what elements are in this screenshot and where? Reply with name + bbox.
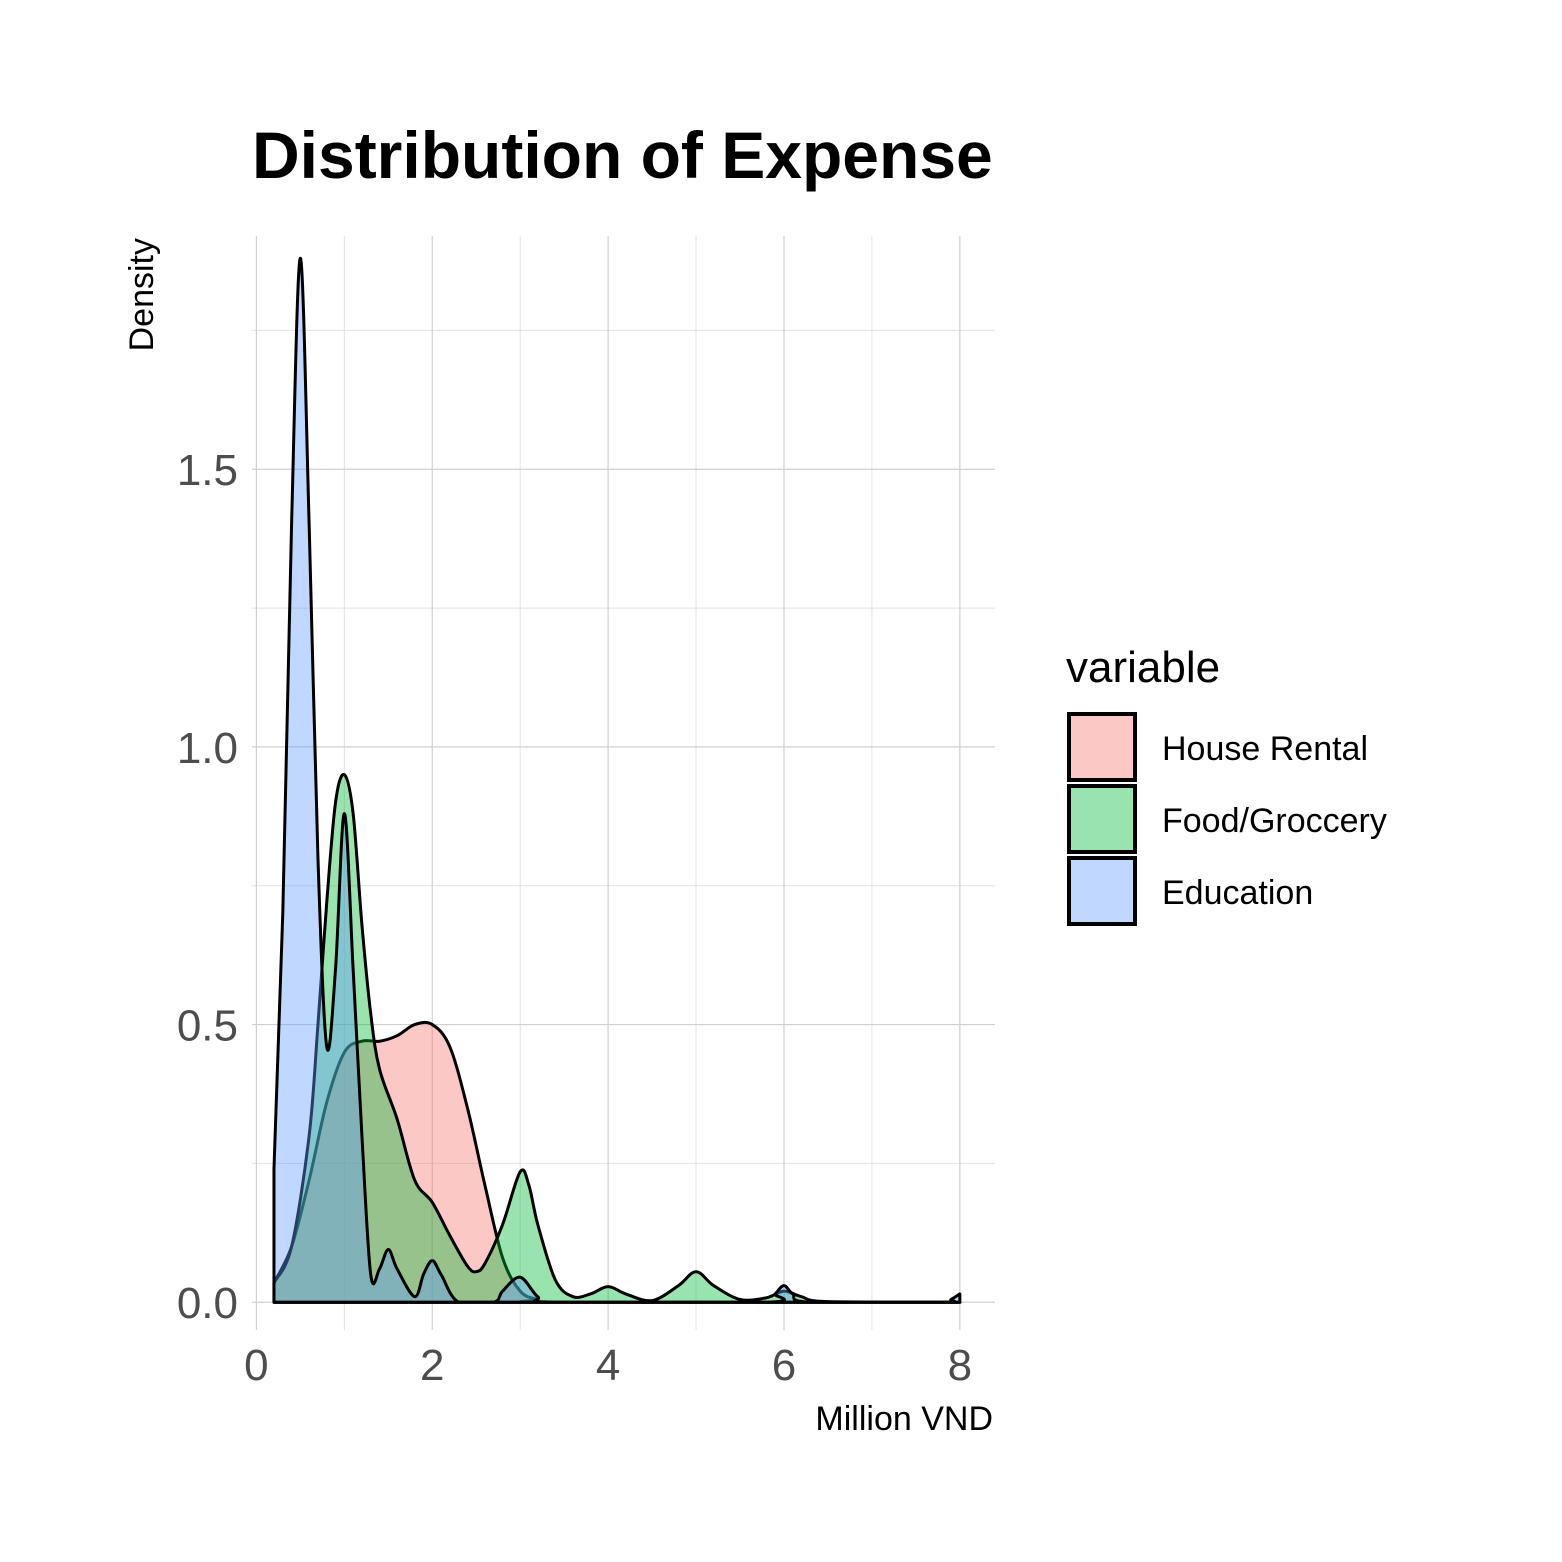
legend-title: variable <box>1066 643 1220 692</box>
x-tick-label: 0 <box>244 1341 268 1390</box>
x-tick-label: 4 <box>596 1341 620 1390</box>
x-tick-label: 8 <box>948 1341 972 1390</box>
y-tick-label: 1.5 <box>177 446 238 495</box>
density-area-food-groccery <box>272 772 962 1304</box>
chart-title: Distribution of Expense <box>252 118 993 192</box>
y-axis-title: Density <box>123 238 161 351</box>
legend-label-education: Education <box>1162 874 1313 912</box>
legend-key-education <box>1067 856 1137 926</box>
legend-key-house-rental <box>1067 712 1137 782</box>
legend-items: House Rental Food/Groccery Education <box>1067 712 1387 926</box>
y-tick-label: 0.5 <box>177 1002 238 1051</box>
y-tick-label: 0.0 <box>177 1279 238 1328</box>
legend-label-food-groccery: Food/Groccery <box>1162 802 1387 840</box>
x-axis-title: Million VND <box>815 1400 993 1438</box>
x-tick-label: 2 <box>420 1341 444 1390</box>
tick-labels: 0 2 4 6 8 0.0 0.5 1.0 1.5 <box>177 446 972 1390</box>
legend-key-food-groccery <box>1067 784 1137 854</box>
legend: variable House Rental Food/Groccery Educat… <box>1066 643 1387 926</box>
y-tick-label: 1.0 <box>177 724 238 773</box>
legend-label-house-rental: House Rental <box>1162 730 1368 768</box>
density-area-education <box>272 256 962 1304</box>
density-areas <box>272 256 962 1304</box>
x-tick-label: 6 <box>772 1341 796 1390</box>
